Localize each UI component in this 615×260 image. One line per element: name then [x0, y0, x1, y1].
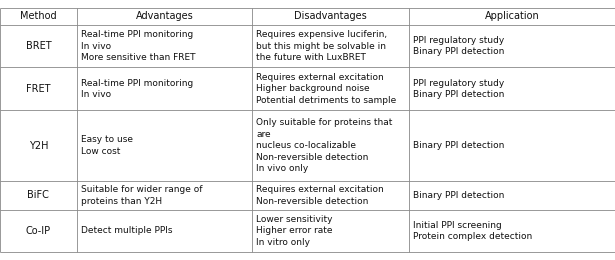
Text: Method: Method: [20, 11, 57, 21]
Text: Co-IP: Co-IP: [26, 226, 51, 236]
Text: Initial PPI screening
Protein complex detection: Initial PPI screening Protein complex de…: [413, 221, 533, 241]
Text: Application: Application: [485, 11, 539, 21]
Text: FRET: FRET: [26, 84, 50, 94]
Text: Disadvantages: Disadvantages: [294, 11, 367, 21]
Text: Real-time PPI monitoring
In vivo
More sensitive than FRET: Real-time PPI monitoring In vivo More se…: [81, 30, 196, 62]
Text: Binary PPI detection: Binary PPI detection: [413, 191, 505, 200]
Text: BiFC: BiFC: [28, 190, 49, 200]
Text: Requires external excitation
Non-reversible detection: Requires external excitation Non-reversi…: [256, 185, 384, 206]
Text: PPI regulatory study
Binary PPI detection: PPI regulatory study Binary PPI detectio…: [413, 36, 505, 56]
Text: BRET: BRET: [26, 41, 51, 51]
Text: Real-time PPI monitoring
In vivo: Real-time PPI monitoring In vivo: [81, 79, 194, 99]
Text: Binary PPI detection: Binary PPI detection: [413, 141, 505, 150]
Text: Suitable for wider range of
proteins than Y2H: Suitable for wider range of proteins tha…: [81, 185, 203, 206]
Text: Detect multiple PPIs: Detect multiple PPIs: [81, 226, 173, 235]
Text: Advantages: Advantages: [136, 11, 193, 21]
Text: Only suitable for proteins that
are
nucleus co-localizable
Non-reversible detect: Only suitable for proteins that are nucl…: [256, 118, 393, 173]
Text: Requires external excitation
Higher background noise
Potential detriments to sam: Requires external excitation Higher back…: [256, 73, 397, 105]
Text: Y2H: Y2H: [29, 141, 48, 151]
Text: PPI regulatory study
Binary PPI detection: PPI regulatory study Binary PPI detectio…: [413, 79, 505, 99]
Text: Easy to use
Low cost: Easy to use Low cost: [81, 135, 133, 156]
Text: Requires expensive luciferin,
but this might be solvable in
the future with LuxB: Requires expensive luciferin, but this m…: [256, 30, 387, 62]
Text: Lower sensitivity
Higher error rate
In vitro only: Lower sensitivity Higher error rate In v…: [256, 215, 333, 247]
